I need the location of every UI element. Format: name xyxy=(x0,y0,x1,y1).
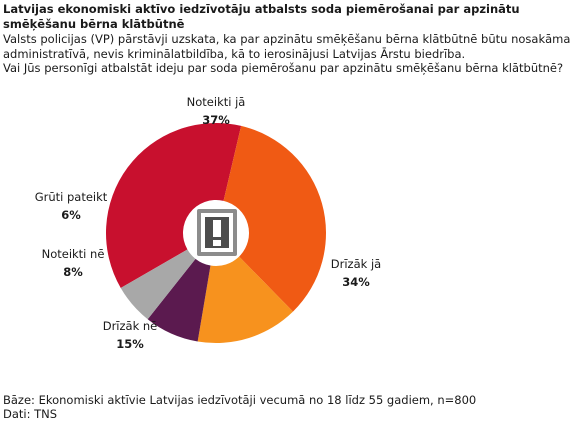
slice-name-label: Noteikti jā xyxy=(187,95,246,109)
slice-1 xyxy=(106,123,242,288)
slice-name-label: Noteikti nē xyxy=(42,247,105,261)
slice-2 xyxy=(223,125,326,312)
slice-value-label: 8% xyxy=(63,265,83,279)
slice-value-label: 37% xyxy=(202,113,230,127)
slice-value-label: 34% xyxy=(342,275,370,289)
chart-description: Valsts policijas (VP) pārstāvji uzskata,… xyxy=(3,32,571,76)
question-text: Vai Jūs personīgi atbalstāt ideju par so… xyxy=(3,61,564,75)
slice-3 xyxy=(197,256,293,343)
slice-name-label: Drīzāk nē xyxy=(103,319,158,333)
footer: Bāze: Ekonomiski aktīvie Latvijas iedzīv… xyxy=(3,393,571,421)
slice-5 xyxy=(120,249,196,320)
slice-4 xyxy=(147,258,211,342)
base-note: Bāze: Ekonomiski aktīvie Latvijas iedzīv… xyxy=(3,393,477,407)
exclamation-icon xyxy=(197,209,237,256)
source-note: Dati: TNS xyxy=(3,407,58,421)
slice-value-label: 15% xyxy=(116,337,144,351)
donut-slices xyxy=(106,123,326,343)
intro-text: Valsts policijas (VP) pārstāvji uzskata,… xyxy=(3,32,571,61)
slice-labels: Noteikti jā 37% Drīzāk jā 34% Drīzāk nē 15% No… xyxy=(35,95,382,351)
slice-value-label: 6% xyxy=(61,208,81,222)
slice-name-label: Grūti pateikt xyxy=(35,190,108,204)
chart-title: Latvijas ekonomiski aktīvo iedzīvotāju a… xyxy=(3,2,520,31)
slice-name-label: Drīzāk jā xyxy=(331,257,381,271)
